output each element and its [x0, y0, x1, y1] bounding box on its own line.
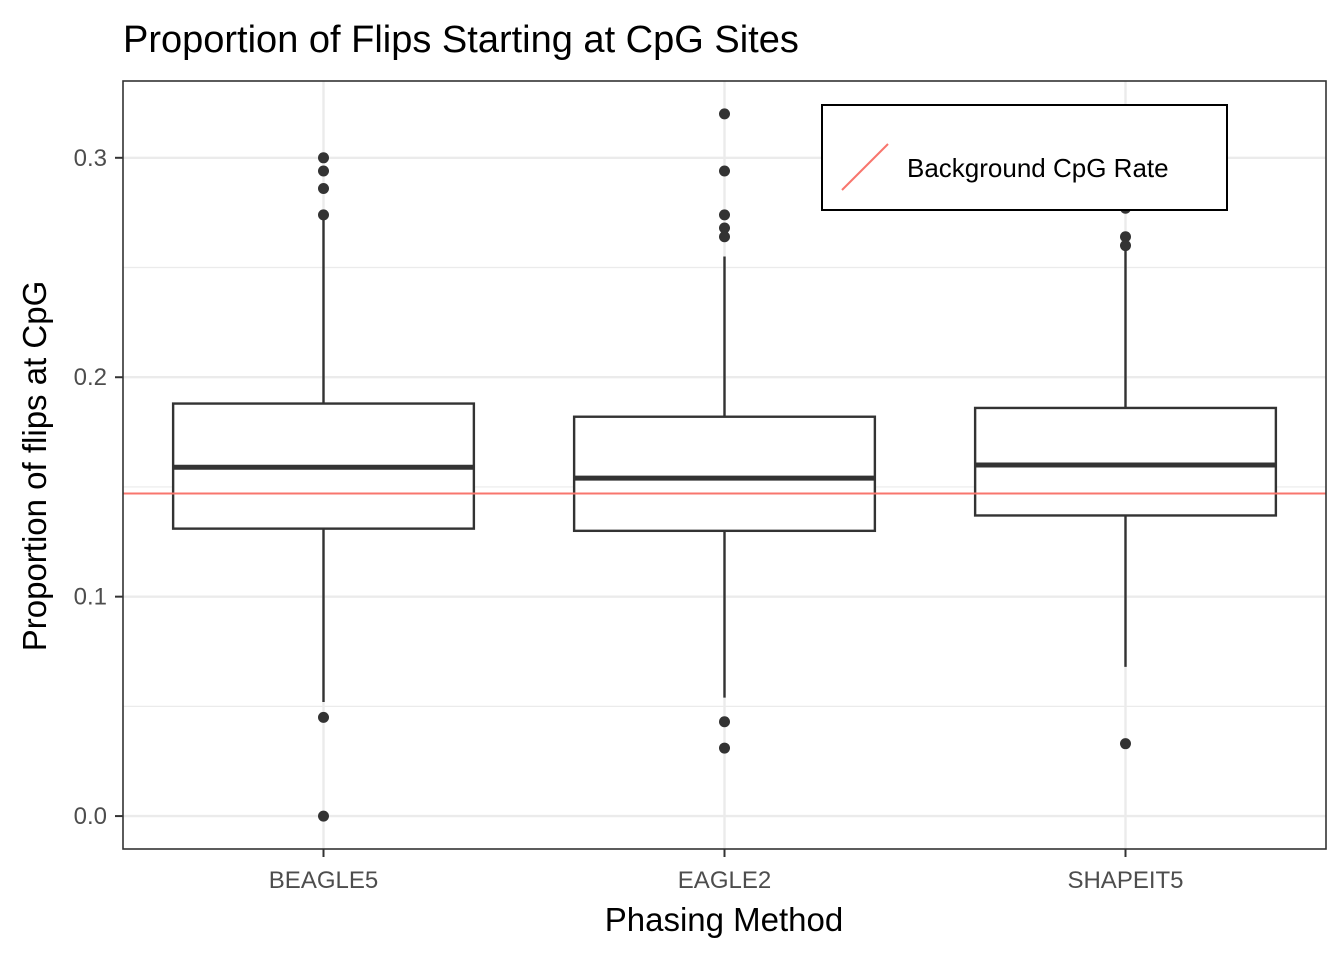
y-tick-label: 0.1: [74, 584, 107, 611]
y-axis-title: Proportion of flips at CpG: [16, 281, 53, 652]
legend: Background CpG Rate: [821, 104, 1228, 211]
outlier-point: [318, 711, 329, 723]
legend-box: [821, 104, 1228, 211]
outlier-point: [318, 165, 329, 177]
outlier-point: [719, 231, 730, 243]
outlier-point: [318, 152, 329, 164]
outlier-point: [719, 209, 730, 221]
x-tick-label: SHAPEIT5: [1067, 867, 1183, 894]
box-beagle5: [171, 152, 476, 822]
box-iqr: [572, 415, 877, 533]
chart-title: Proportion of Flips Starting at CpG Site…: [123, 19, 799, 61]
outlier-point: [719, 108, 730, 120]
boxes-group: [123, 108, 1326, 822]
x-axis: BEAGLE5 EAGLE2 SHAPEIT5: [269, 849, 1184, 894]
outlier-point: [719, 165, 730, 177]
y-axis: 0.0 0.1 0.2 0.3: [74, 145, 123, 830]
outlier-point: [1120, 240, 1131, 252]
outlier-point: [719, 222, 730, 234]
x-axis-title: Phasing Method: [605, 901, 844, 938]
box-shapeit5: [973, 202, 1278, 750]
legend-key-line: [841, 143, 889, 191]
y-tick-label: 0.2: [74, 364, 107, 391]
outlier-point: [719, 742, 730, 754]
y-tick-label: 0.0: [74, 803, 107, 830]
outlier-point: [1120, 738, 1131, 750]
outlier-point: [318, 183, 329, 195]
box-eagle2: [572, 108, 877, 754]
outlier-point: [1120, 231, 1131, 243]
outlier-point: [719, 716, 730, 728]
x-tick-label: EAGLE2: [678, 867, 771, 894]
legend-label: Background CpG Rate: [907, 153, 1169, 183]
x-tick-label: BEAGLE5: [269, 867, 378, 894]
outlier-point: [318, 810, 329, 822]
y-tick-label: 0.3: [74, 145, 107, 172]
box-iqr: [973, 406, 1278, 517]
outlier-point: [318, 209, 329, 221]
